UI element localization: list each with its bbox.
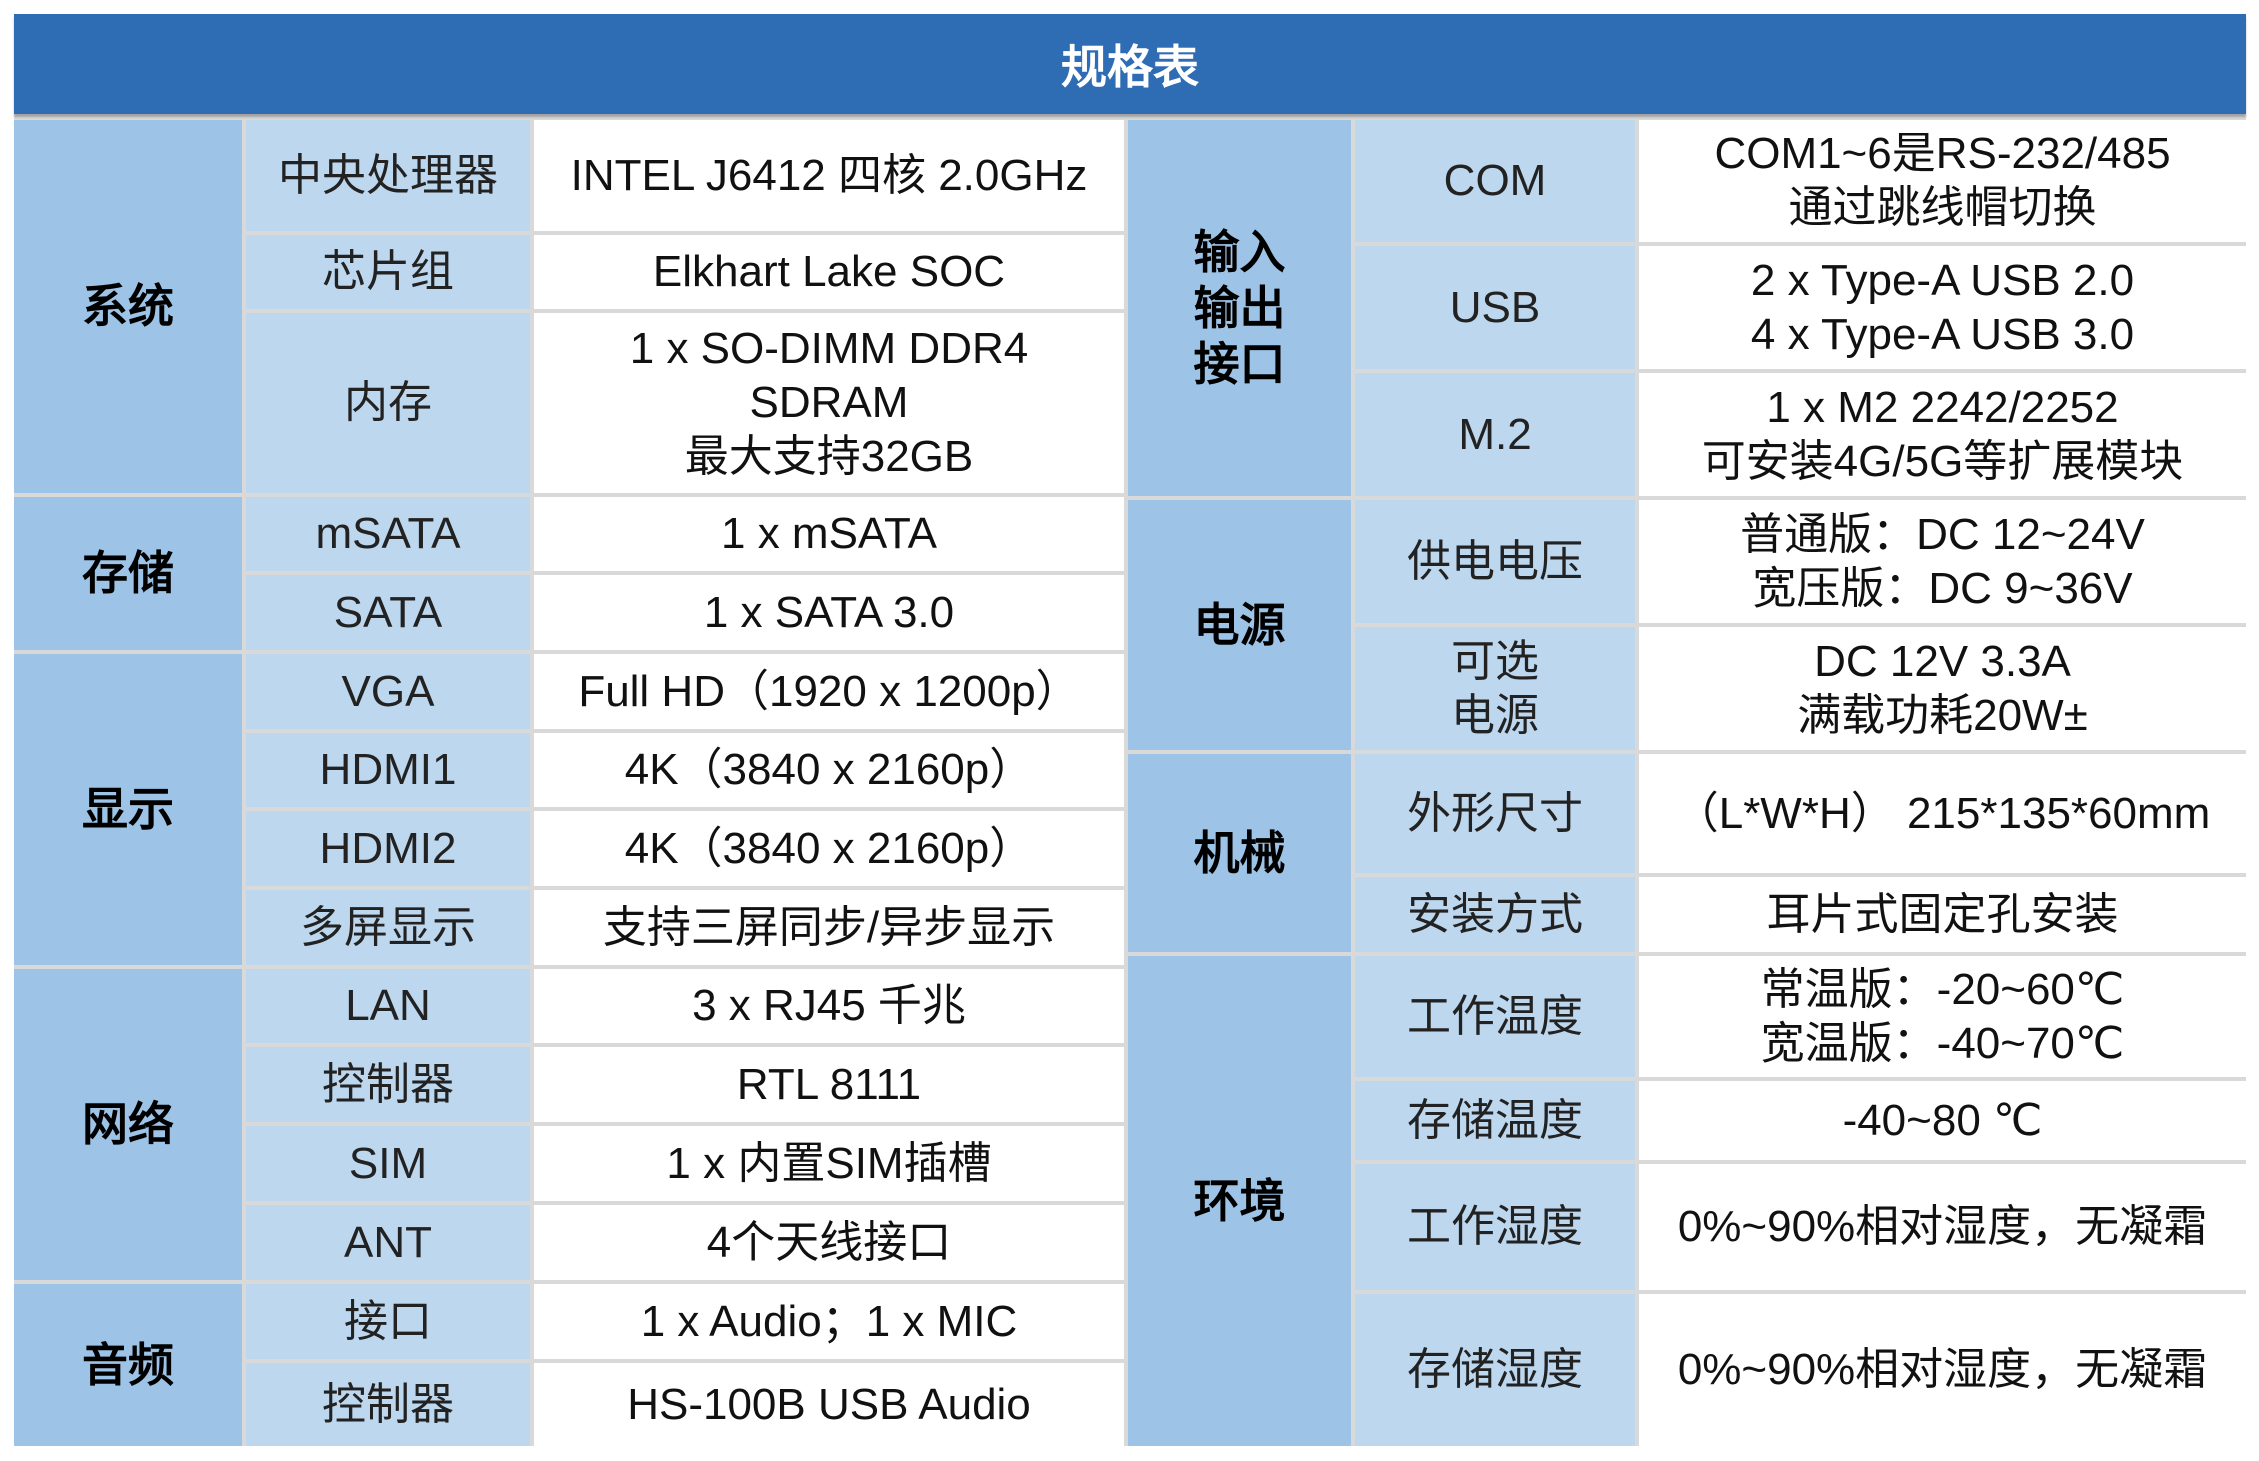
spec-label: HDMI2 bbox=[246, 811, 530, 886]
spec-label: SIM bbox=[246, 1126, 530, 1201]
spec-value: 耳片式固定孔安装 bbox=[1639, 877, 2246, 952]
spec-value: RTL 8111 bbox=[534, 1047, 1124, 1122]
category-display: 显示 bbox=[14, 654, 242, 965]
spec-value: 1 x SATA 3.0 bbox=[534, 575, 1124, 650]
spec-value: 1 x M2 2242/2252 可安装4G/5G等扩展模块 bbox=[1639, 373, 2246, 496]
spec-value: 4个天线接口 bbox=[534, 1205, 1124, 1280]
spec-label: 存储湿度 bbox=[1355, 1294, 1635, 1446]
spec-label: 安装方式 bbox=[1355, 877, 1635, 952]
category-power: 电源 bbox=[1128, 500, 1351, 750]
category-network: 网络 bbox=[14, 969, 242, 1280]
spec-value: 1 x SO-DIMM DDR4 SDRAM 最大支持32GB bbox=[534, 313, 1124, 493]
spec-label: ANT bbox=[246, 1205, 530, 1280]
spec-value: 常温版：-20~60℃ 宽温版：-40~70℃ bbox=[1639, 956, 2246, 1077]
spec-value: HS-100B USB Audio bbox=[534, 1363, 1124, 1446]
spec-value: COM1~6是RS-232/485 通过跳线帽切换 bbox=[1639, 120, 2246, 242]
spec-value: 4K（3840 x 2160p） bbox=[534, 811, 1124, 886]
spec-value: 普通版：DC 12~24V 宽压版：DC 9~36V bbox=[1639, 500, 2246, 623]
category-environment: 环境 bbox=[1128, 956, 1351, 1446]
spec-table: 规格表 系统 中央处理器 INTEL J6412 四核 2.0GHz 芯片组 E… bbox=[14, 14, 2246, 1446]
spec-value: 0%~90%相对湿度，无凝霜 bbox=[1639, 1294, 2246, 1446]
spec-value: （L*W*H） 215*135*60mm bbox=[1639, 754, 2246, 873]
spec-label: 接口 bbox=[246, 1284, 530, 1359]
spec-value: 2 x Type-A USB 2.0 4 x Type-A USB 3.0 bbox=[1639, 246, 2246, 369]
spec-label: VGA bbox=[246, 654, 530, 729]
spec-label: HDMI1 bbox=[246, 733, 530, 807]
spec-label: M.2 bbox=[1355, 373, 1635, 496]
category-system: 系统 bbox=[14, 120, 242, 493]
spec-label: mSATA bbox=[246, 497, 530, 571]
spec-label: 多屏显示 bbox=[246, 890, 530, 965]
spec-value: Full HD（1920 x 1200p） bbox=[534, 654, 1124, 729]
spec-value: 4K（3840 x 2160p） bbox=[534, 733, 1124, 807]
spec-value: -40~80 ℃ bbox=[1639, 1081, 2246, 1160]
spec-label: LAN bbox=[246, 969, 530, 1043]
spec-label: 控制器 bbox=[246, 1363, 530, 1446]
spec-label: 中央处理器 bbox=[246, 120, 530, 231]
table-title: 规格表 bbox=[14, 14, 2246, 114]
category-storage: 存储 bbox=[14, 497, 242, 650]
spec-value: 3 x RJ45 千兆 bbox=[534, 969, 1124, 1043]
spec-label: 内存 bbox=[246, 313, 530, 493]
spec-label: 芯片组 bbox=[246, 235, 530, 309]
category-mechanical: 机械 bbox=[1128, 754, 1351, 952]
spec-value: INTEL J6412 四核 2.0GHz bbox=[534, 120, 1124, 231]
spec-label: 工作湿度 bbox=[1355, 1164, 1635, 1290]
spec-value: 1 x 内置SIM插槽 bbox=[534, 1126, 1124, 1201]
spec-label: COM bbox=[1355, 120, 1635, 242]
spec-label: 工作温度 bbox=[1355, 956, 1635, 1077]
spec-value: 支持三屏同步/异步显示 bbox=[534, 890, 1124, 965]
spec-value: 1 x Audio；1 x MIC bbox=[534, 1284, 1124, 1359]
spec-label: SATA bbox=[246, 575, 530, 650]
spec-value: DC 12V 3.3A 满载功耗20W± bbox=[1639, 627, 2246, 750]
spec-label: 控制器 bbox=[246, 1047, 530, 1122]
spec-label: USB bbox=[1355, 246, 1635, 369]
spec-label: 存储温度 bbox=[1355, 1081, 1635, 1160]
spec-label: 可选 电源 bbox=[1355, 627, 1635, 750]
spec-value: 1 x mSATA bbox=[534, 497, 1124, 571]
spec-value: 0%~90%相对湿度，无凝霜 bbox=[1639, 1164, 2246, 1290]
spec-label: 外形尺寸 bbox=[1355, 754, 1635, 873]
spec-label: 供电电压 bbox=[1355, 500, 1635, 623]
spec-value: Elkhart Lake SOC bbox=[534, 235, 1124, 309]
category-audio: 音频 bbox=[14, 1284, 242, 1446]
category-io: 输入 输出 接口 bbox=[1128, 120, 1351, 496]
